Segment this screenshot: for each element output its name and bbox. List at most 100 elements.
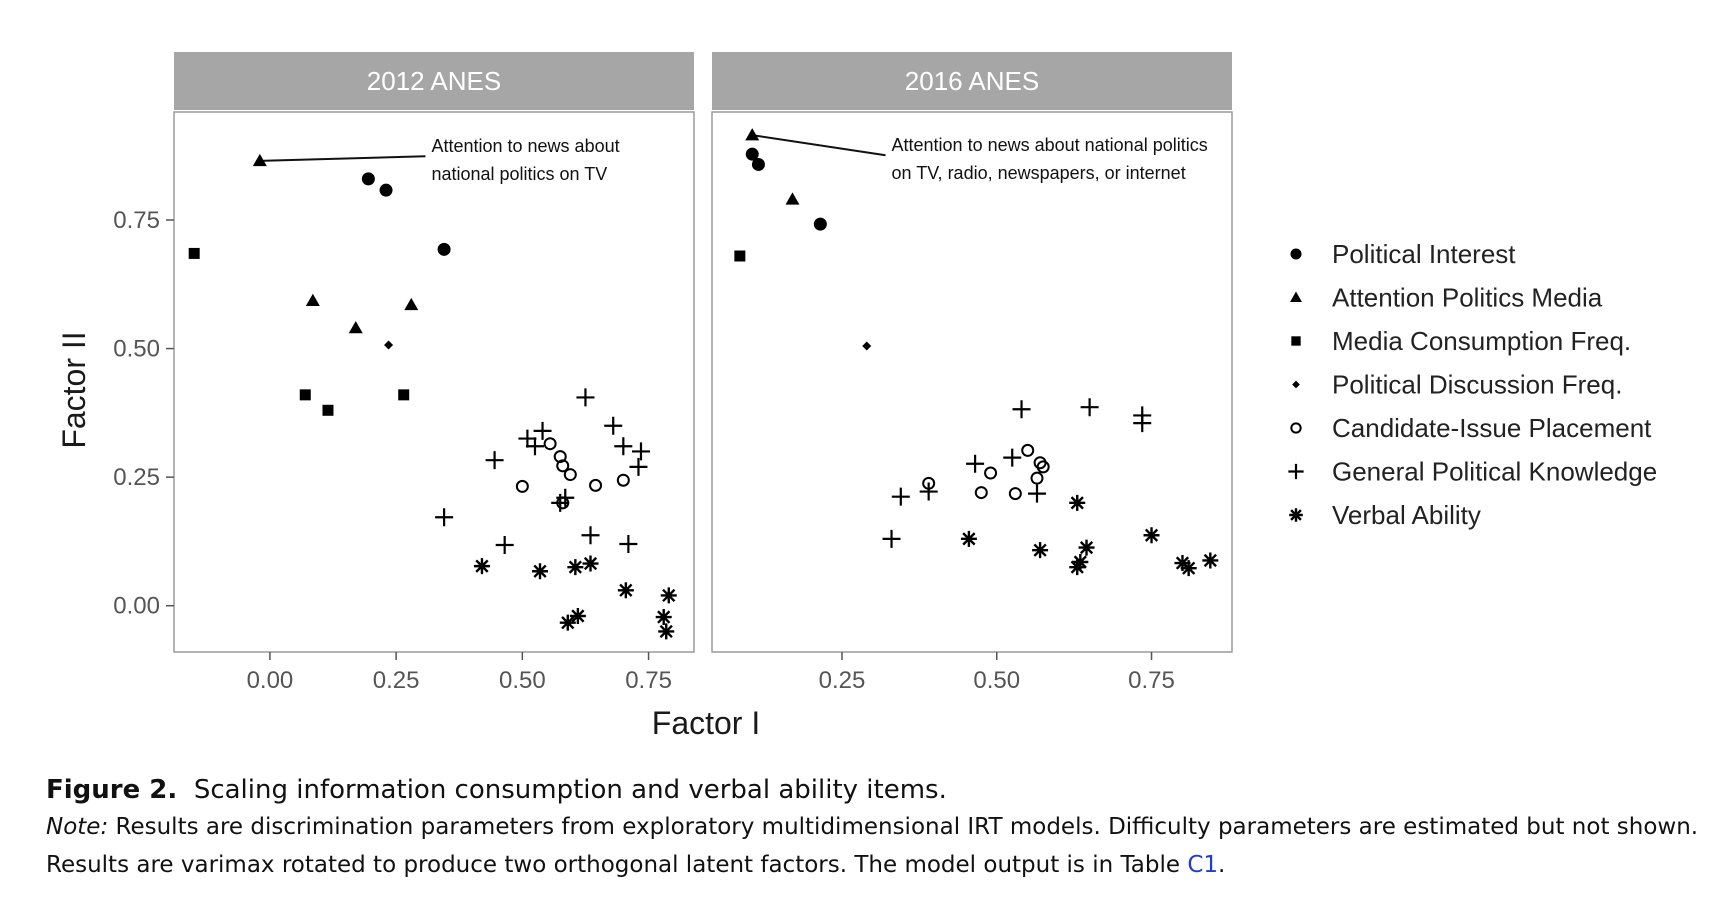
panel-background	[711, 111, 1233, 653]
point-general-political-knowledge	[614, 437, 633, 456]
x-tick-label: 0.50	[499, 667, 546, 694]
point-attention-politics-media	[745, 128, 760, 141]
point-verbal-ability	[1143, 527, 1160, 544]
point-political-interest	[745, 147, 759, 161]
panel-2012-anes: 2012 ANES 0.00 0.25 0.50 0.75 Attention to ne…	[173, 52, 695, 694]
legend-key-diamond	[1292, 380, 1300, 389]
point-general-political-knowledge	[435, 508, 454, 527]
series-political-interest	[361, 172, 451, 256]
point-general-political-knowledge	[966, 454, 985, 473]
x-tick-label: 0.75	[1128, 667, 1175, 694]
point-general-political-knowledge	[604, 416, 623, 435]
series-general-political-knowledge	[882, 398, 1152, 548]
point-media-consumption-freq	[322, 404, 334, 416]
annotation-leader-line	[259, 155, 426, 162]
point-political-interest	[379, 183, 393, 197]
legend-item-candidate-issue-placement: Candidate-Issue Placement	[1290, 413, 1652, 443]
point-political-interest	[751, 157, 765, 171]
point-political-interest	[361, 172, 375, 186]
x-tick-label: 0.50	[973, 667, 1020, 694]
point-general-political-knowledge	[1003, 448, 1022, 467]
annotation-text: on TV, radio, newspapers, or internet	[892, 163, 1186, 183]
point-verbal-ability	[582, 555, 599, 572]
point-political-discussion-freq	[862, 341, 872, 351]
facet-strip	[174, 52, 694, 110]
point-candidate-issue-placement	[543, 437, 557, 451]
legend-label: Candidate-Issue Placement	[1332, 413, 1652, 443]
legend-label: General Political Knowledge	[1332, 457, 1657, 487]
point-general-political-knowledge	[581, 526, 600, 545]
point-verbal-ability	[1202, 552, 1219, 569]
panel-2016-anes: 2016 ANES 0.25 0.50 0.75 Attention to news a…	[711, 52, 1233, 694]
point-verbal-ability	[660, 587, 677, 604]
y-tick-label: 0.75	[113, 207, 160, 234]
point-political-interest	[437, 242, 451, 256]
point-verbal-ability	[1032, 542, 1049, 559]
series-attention-politics-media	[745, 128, 800, 205]
series-political-interest	[745, 147, 827, 231]
point-candidate-issue-placement	[616, 473, 630, 487]
y-tick-label: 0.25	[113, 464, 160, 491]
point-attention-politics-media	[305, 293, 320, 306]
legend-key-square	[1291, 336, 1301, 346]
legend-key-asterisk	[1289, 508, 1303, 522]
point-general-political-knowledge	[1080, 398, 1099, 417]
y-axis: 0.00 0.25 0.50 0.75	[113, 207, 174, 620]
point-verbal-ability	[559, 614, 576, 631]
point-candidate-issue-placement	[984, 466, 998, 480]
point-general-political-knowledge	[533, 421, 552, 440]
x-tick-label: 0.25	[819, 667, 866, 694]
legend-label: Political Interest	[1332, 239, 1516, 269]
panel-background	[173, 111, 695, 653]
x-tick-label: 0.25	[373, 667, 420, 694]
facet-panels: 2012 ANES 0.00 0.25 0.50 0.75 Attention to ne…	[113, 52, 1233, 694]
point-candidate-issue-placement	[556, 459, 570, 473]
legend-label: Attention Politics Media	[1332, 283, 1603, 313]
point-verbal-ability	[658, 623, 675, 640]
facet-title: 2012 ANES	[367, 66, 501, 96]
point-general-political-knowledge	[495, 536, 514, 555]
y-tick-label: 0.00	[113, 593, 160, 620]
point-candidate-issue-placement	[1036, 460, 1050, 474]
series-candidate-issue-placement	[922, 443, 1050, 501]
caption-title-line: Figure 2. Scaling information consumptio…	[46, 772, 1706, 808]
point-attention-politics-media	[404, 297, 419, 311]
point-general-political-knowledge	[882, 529, 901, 548]
legend-item-media-consumption-freq: Media Consumption Freq.	[1291, 326, 1631, 356]
x-axis-title: Factor I	[652, 705, 760, 741]
point-candidate-issue-placement	[974, 486, 988, 500]
table-c1-link[interactable]: C1	[1187, 852, 1219, 878]
legend-key-plus	[1288, 463, 1304, 480]
legend: Political Interest Attention Politics Med…	[1288, 239, 1657, 530]
annotation-text: Attention to news about	[431, 136, 619, 156]
point-candidate-issue-placement	[515, 479, 529, 493]
figure-label: Figure 2.	[46, 775, 178, 805]
legend-item-political-interest: Political Interest	[1290, 239, 1516, 269]
point-verbal-ability	[655, 609, 672, 626]
point-general-political-knowledge	[1133, 414, 1152, 433]
note-label: Note:	[46, 814, 109, 840]
legend-item-verbal-ability: Verbal Ability	[1289, 500, 1481, 530]
point-general-political-knowledge	[485, 451, 504, 470]
series-verbal-ability	[473, 555, 677, 640]
series-political-discussion-freq	[862, 341, 872, 351]
point-general-political-knowledge	[1012, 400, 1031, 419]
point-general-political-knowledge	[556, 488, 575, 507]
point-verbal-ability	[1180, 560, 1197, 577]
series-media-consumption-freq	[188, 247, 410, 416]
point-attention-politics-media	[348, 321, 363, 334]
point-media-consumption-freq	[299, 389, 311, 401]
point-candidate-issue-placement	[1030, 471, 1044, 485]
point-attention-politics-media	[785, 192, 800, 205]
point-general-political-knowledge	[525, 437, 544, 456]
facet-title: 2016 ANES	[905, 66, 1039, 96]
legend-key-circle	[1290, 248, 1302, 260]
legend-item-attention-politics-media: Attention Politics Media	[1290, 283, 1603, 313]
point-media-consumption-freq	[734, 250, 746, 262]
note-text: Results are discrimination parameters fr…	[46, 814, 1699, 878]
y-axis-title: Factor II	[56, 331, 92, 448]
point-general-political-knowledge	[576, 388, 595, 407]
point-general-political-knowledge	[619, 535, 638, 553]
series-attention-politics-media	[252, 153, 419, 334]
figure-title: Scaling information consumption and verb…	[193, 775, 947, 805]
